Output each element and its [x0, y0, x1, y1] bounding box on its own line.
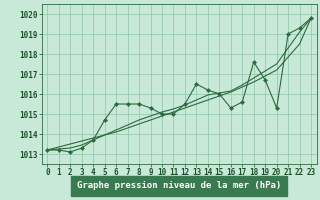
X-axis label: Graphe pression niveau de la mer (hPa): Graphe pression niveau de la mer (hPa) — [77, 181, 281, 190]
